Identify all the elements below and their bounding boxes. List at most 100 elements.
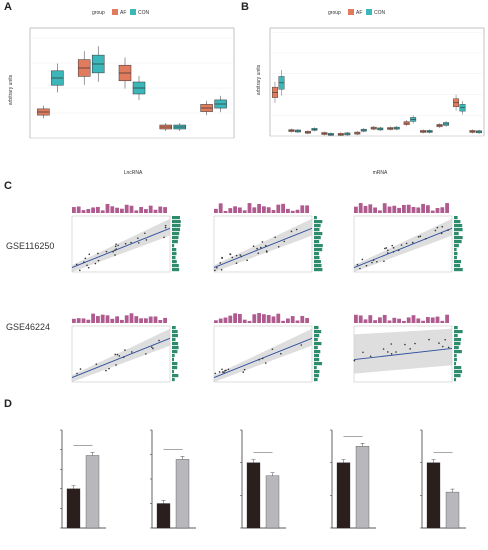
marginal-bar-right <box>314 220 323 224</box>
marginal-bar-right <box>172 228 181 232</box>
scatter-point <box>290 230 293 233</box>
marginal-bar-top <box>91 207 95 213</box>
marginal-bar-top <box>358 203 363 213</box>
marginal-bar-top <box>96 316 100 323</box>
scatter-point <box>151 346 153 348</box>
marginal-bar-right <box>172 256 176 260</box>
marginal-bar-top <box>247 203 252 213</box>
scatter-point <box>224 369 226 372</box>
bar-control <box>426 462 441 529</box>
marginal-bar-top <box>276 313 281 323</box>
marginal-bar-top <box>223 317 228 323</box>
scatter-point <box>242 371 245 373</box>
marginal-bar-top <box>86 319 91 323</box>
scatter-point <box>438 342 440 344</box>
scatter-point <box>361 258 364 261</box>
marginal-bar-right <box>454 232 459 236</box>
panel-d-bar-charts <box>60 429 466 529</box>
marginal-bar-top <box>300 205 305 213</box>
marginal-bar-right <box>172 366 178 370</box>
marginal-bar-top <box>153 209 158 213</box>
scatter-point <box>97 259 100 262</box>
marginal-bar-top <box>247 320 252 323</box>
marginal-bar-right <box>314 216 317 220</box>
scatter-point <box>221 257 223 260</box>
marginal-bar-top <box>290 316 295 323</box>
marginal-bar-right <box>314 236 321 240</box>
scatter-point <box>158 339 160 342</box>
marginal-bar-right <box>454 268 463 272</box>
marginal-bar-top <box>281 320 285 323</box>
marginal-bar-top <box>416 318 421 323</box>
marginal-bar-top <box>421 203 425 213</box>
marginal-bar-right <box>314 240 320 244</box>
marginal-bar-top <box>100 210 105 213</box>
marginal-bar-top <box>76 318 81 323</box>
marginal-bar-right <box>172 334 178 338</box>
scatter-point <box>214 269 216 272</box>
marginal-bar-right <box>172 358 175 362</box>
marginal-bar-top <box>392 317 397 323</box>
marginal-bar-top <box>445 314 449 323</box>
panel-a-legend: group AF CON <box>92 9 150 16</box>
scatter-point <box>441 345 444 348</box>
scatter-point <box>392 246 395 249</box>
bar-control <box>156 503 171 529</box>
marginal-bar-top <box>421 320 425 323</box>
marginal-bar-top <box>411 206 416 213</box>
panel-b-legend-con: CON <box>374 10 386 16</box>
marginal-bar-right <box>454 236 463 240</box>
scatter-point <box>400 244 403 246</box>
marginal-bar-right <box>172 224 181 228</box>
scatter-point <box>130 351 133 353</box>
marginal-bar-right <box>314 374 319 378</box>
marginal-bar-top <box>81 318 86 323</box>
marginal-bar-top <box>86 209 91 213</box>
dataset-label-gse116250: GSE116250 <box>6 241 55 251</box>
marginal-bar-top <box>430 317 435 323</box>
marginal-bar-right <box>314 338 318 342</box>
marginal-bar-top <box>72 318 76 323</box>
scatter-point <box>295 228 298 231</box>
marginal-bar-right <box>454 354 457 358</box>
scatter-point <box>221 371 224 373</box>
marginal-bar-top <box>305 205 309 213</box>
marginal-bar-right <box>314 232 323 236</box>
scatter-point <box>75 263 78 266</box>
scatter-point <box>447 346 450 349</box>
marginal-bar-right <box>314 224 321 228</box>
marginal-bar-top <box>416 207 421 213</box>
panel-a-legend-con: CON <box>138 10 150 16</box>
marginal-bar-right <box>314 354 320 358</box>
scatter-point <box>83 261 85 263</box>
marginal-bar-top <box>110 318 115 323</box>
scatter-point <box>231 256 234 259</box>
scatter-point <box>108 367 110 370</box>
scatter-point <box>219 262 222 264</box>
marginal-bar-top <box>233 313 237 323</box>
scatter-point <box>356 263 359 266</box>
marginal-bar-top <box>100 314 105 323</box>
scatter-point <box>264 244 267 247</box>
marginal-bar-right <box>314 326 319 330</box>
panel-a-boxplot: group AF CON arbitrary units LncRNA <box>8 9 235 176</box>
scatter-point <box>214 372 217 375</box>
marginal-bar-right <box>172 244 175 248</box>
marginal-bar-right <box>172 240 178 244</box>
marginal-bar-right <box>454 342 461 346</box>
scatter-point <box>359 267 361 270</box>
marginal-bar-top <box>129 313 134 323</box>
marginal-bar-top <box>435 208 440 213</box>
marginal-bar-right <box>314 334 320 338</box>
marginal-bar-top <box>218 203 223 213</box>
marginal-bar-right <box>454 248 457 252</box>
panel-a-ylabel: arbitrary units <box>8 74 14 105</box>
marginal-bar-top <box>134 210 139 213</box>
scatter-point <box>218 371 221 373</box>
marginal-bar-top <box>281 203 285 213</box>
marginal-bar-top <box>105 203 110 213</box>
scatter-point <box>124 349 126 351</box>
scatter-point <box>76 372 78 375</box>
scatter-point <box>114 254 116 256</box>
scatter-point <box>434 229 437 232</box>
